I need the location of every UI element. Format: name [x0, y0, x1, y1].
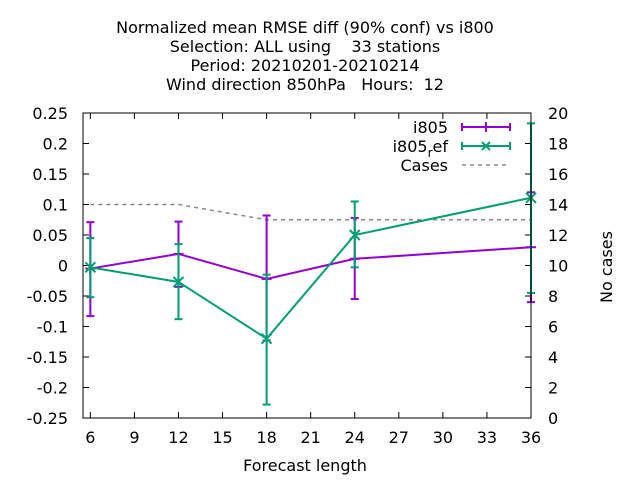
y-tick-label: -0.15 [27, 348, 68, 367]
y2-axis-label: No cases [597, 231, 616, 303]
series-line [90, 246, 532, 280]
title-line-1: Normalized mean RMSE diff (90% conf) vs … [116, 18, 494, 37]
y2-tick-label: 4 [548, 348, 558, 367]
x-tick-label: 30 [433, 428, 453, 447]
plot-frame [82, 112, 532, 419]
y-tick-label: -0.2 [37, 379, 68, 398]
y-tick-label: -0.05 [27, 287, 68, 306]
legend-label: i805ref [393, 137, 449, 160]
data-point [349, 229, 361, 241]
x-tick-label: 36 [521, 428, 541, 447]
data-point [84, 261, 97, 274]
legend-label: i805 [413, 118, 448, 137]
data-point [260, 332, 273, 345]
y2-tick-label: 18 [548, 135, 568, 154]
x-axis-label: Forecast length [243, 456, 367, 475]
title-line-4: Wind direction 850hPa Hours: 12 [166, 75, 444, 94]
y-tick-label: 0.05 [32, 226, 68, 245]
x-tick-label: 9 [129, 428, 139, 447]
title-line-3: Period: 20210201-20210214 [190, 56, 419, 75]
series-i805-ref [84, 122, 537, 406]
x-tick-label: 24 [345, 428, 365, 447]
legend-item-i805-ref: i805ref [393, 137, 511, 160]
y-tick-label: 0 [58, 257, 68, 276]
chart-title: Normalized mean RMSE diff (90% conf) vs … [116, 18, 494, 94]
legend-label: Cases [401, 156, 449, 175]
y-tick-label: -0.25 [27, 409, 68, 428]
legend-item-cases: Cases [401, 156, 510, 175]
x-tick-label: 15 [212, 428, 232, 447]
y2-tick-label: 20 [548, 104, 568, 123]
data-point [172, 276, 185, 288]
x-tick-label: 12 [168, 428, 188, 447]
y2-tick-label: 0 [548, 409, 558, 428]
y2-tick-label: 2 [548, 379, 558, 398]
y2-tick-label: 10 [548, 257, 568, 276]
series-i805 [85, 191, 536, 342]
legend-item-i805: i805 [413, 118, 511, 137]
y2-tick-label: 12 [548, 226, 568, 245]
y-tick-label: 0.2 [43, 135, 68, 154]
y2-tick-label: 8 [548, 287, 558, 306]
y-tick-label: 0.1 [43, 196, 68, 215]
x-tick-label: 21 [300, 428, 320, 447]
y2-tick-label: 16 [548, 165, 568, 184]
axis-ticks [83, 112, 532, 419]
data-series [84, 122, 537, 406]
title-line-2: Selection: ALL using 33 stations [170, 37, 440, 56]
y-tick-label: 0.25 [32, 104, 68, 123]
x-tick-label: 27 [389, 428, 409, 447]
y2-tick-label: 6 [548, 318, 558, 337]
y-tick-label: -0.1 [37, 318, 68, 337]
y2-tick-label: 14 [548, 196, 568, 215]
x-tick-label: 6 [85, 428, 95, 447]
x-tick-label: 33 [477, 428, 497, 447]
x-tick-label: 18 [256, 428, 276, 447]
tick-labels: 6 9 12 15 18 21 24 27 30 33 36-0.25-0.2-0.15-0.1-0… [27, 104, 569, 447]
y-tick-label: 0.15 [32, 165, 68, 184]
